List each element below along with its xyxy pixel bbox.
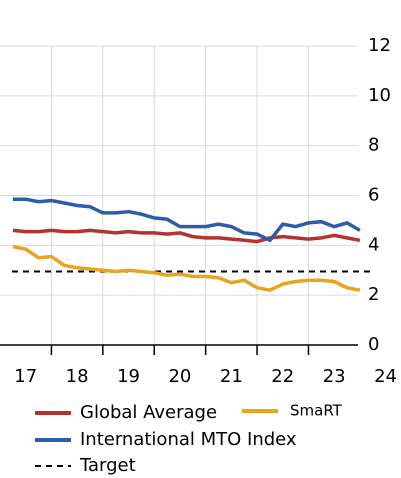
y-tick-label: 8 xyxy=(368,135,379,156)
series-line xyxy=(12,244,361,293)
y-tick-label: 0 xyxy=(368,334,379,355)
y-tick-label: 10 xyxy=(368,85,391,106)
legend-label: SmaRT xyxy=(290,402,343,420)
x-tick-label: 23 xyxy=(323,366,346,387)
series-line xyxy=(12,197,361,243)
x-tick-label: 18 xyxy=(66,366,89,387)
y-tick-label: 4 xyxy=(368,234,379,255)
legend-label: International MTO Index xyxy=(80,429,297,450)
x-tick-label: 24 xyxy=(374,366,397,387)
legend-label: Target xyxy=(79,455,136,476)
x-tick-label: 22 xyxy=(271,366,294,387)
x-tick-label: 21 xyxy=(220,366,243,387)
x-tick-label: 17 xyxy=(14,366,37,387)
legend-label: Global Average xyxy=(80,402,217,423)
x-tick-label: 19 xyxy=(117,366,140,387)
series-line xyxy=(12,228,361,244)
y-tick-label: 2 xyxy=(368,284,379,305)
y-tick-label: 6 xyxy=(368,185,379,206)
y-tick-label: 12 xyxy=(368,35,391,56)
x-tick-label: 20 xyxy=(168,366,191,387)
